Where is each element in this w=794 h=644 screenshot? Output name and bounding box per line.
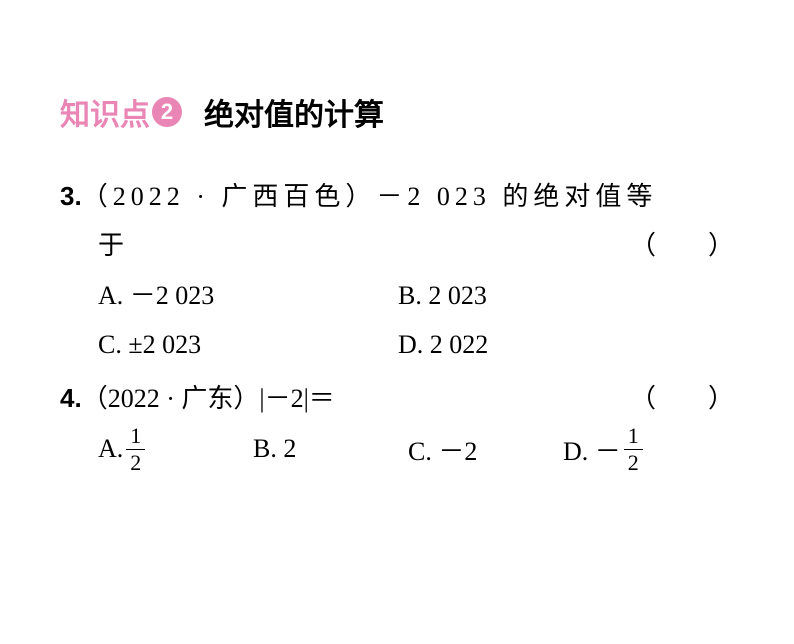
q3-options-row2: C. ±2 023 D. 2 022	[60, 320, 734, 369]
q4-stem: |－2|＝	[259, 384, 334, 413]
q4-option-c: C. －2	[408, 431, 563, 468]
question-3: 3.（2022 · 广西百色）－2 023 的绝对值等 于 （ ） A. －2 …	[60, 172, 734, 370]
kp-title: 绝对值的计算	[204, 90, 384, 134]
q4-stem-line: 4.（2022 · 广东）|－2|＝ （ ）	[60, 378, 734, 415]
q4-number: 4.	[60, 383, 82, 413]
q4-option-a: A. 1 2	[98, 425, 253, 474]
q4-a-den: 2	[126, 449, 145, 474]
q4-option-b: B. 2	[253, 434, 408, 464]
q3-source: （2022 · 广西百色）	[82, 182, 377, 211]
q3-option-d: D. 2 022	[398, 320, 698, 369]
q4-source: （2022 · 广东）	[82, 384, 260, 413]
q4-d-fraction: 1 2	[624, 425, 643, 474]
q3-paren: （ ）	[630, 221, 734, 270]
q3-option-a: A. －2 023	[98, 271, 398, 320]
q4-a-num: 1	[126, 425, 145, 449]
kp-number-badge: 2	[152, 97, 182, 127]
q3-option-c: C. ±2 023	[98, 320, 398, 369]
kp-label: 知识点	[60, 90, 150, 134]
q4-d-num: 1	[624, 425, 643, 449]
q3-option-b: B. 2 023	[398, 271, 698, 320]
q3-number: 3.	[60, 181, 82, 211]
q3-options-row1: A. －2 023 B. 2 023	[60, 271, 734, 320]
q4-d-label: D. －	[563, 431, 621, 468]
q4-paren: （ ）	[630, 378, 734, 415]
q4-a-label: A.	[98, 434, 123, 464]
q3-stem2: 于	[98, 221, 124, 270]
q3-line1: 3.（2022 · 广西百色）－2 023 的绝对值等	[60, 172, 734, 221]
q4-a-fraction: 1 2	[126, 425, 145, 474]
q4-option-d: D. － 1 2	[563, 425, 718, 474]
knowledge-point-header: 知识点 2 绝对值的计算	[60, 90, 734, 134]
q4-options: A. 1 2 B. 2 C. －2 D. － 1 2	[60, 425, 734, 474]
question-4: 4.（2022 · 广东）|－2|＝ （ ） A. 1 2 B. 2 C. －2…	[60, 378, 734, 474]
q4-d-den: 2	[624, 449, 643, 474]
q3-line2: 于 （ ）	[60, 221, 734, 270]
q3-stem1: －2 023 的绝对值等	[376, 182, 657, 211]
